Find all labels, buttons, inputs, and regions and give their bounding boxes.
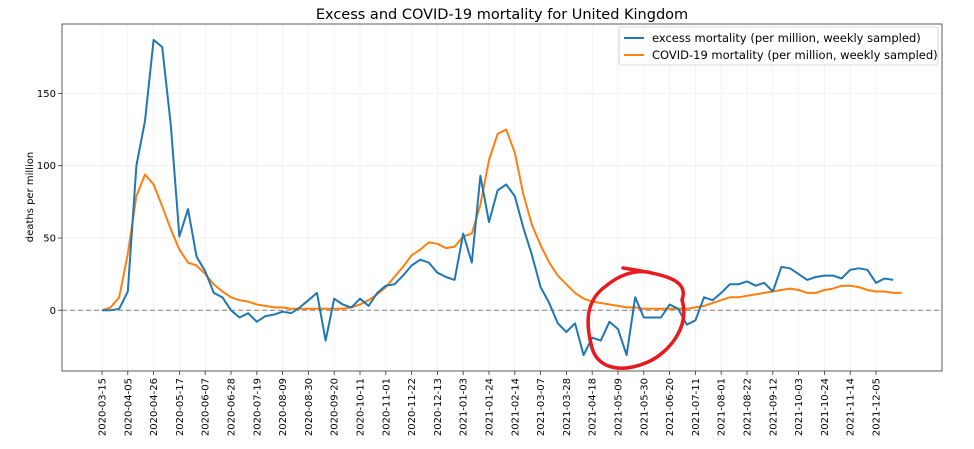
gridlines [62,24,942,371]
y-axis: 0 50 100 150 [37,89,62,317]
x-tick-label: 2020-09-20 [330,378,341,436]
x-tick-label: 2021-04-18 [588,378,599,436]
x-tick-label: 2021-06-20 [665,378,676,436]
x-tick-label: 2021-08-01 [717,378,728,436]
series-line-covid-mortality [101,128,902,312]
x-tick-label: 2021-05-30 [639,378,650,436]
x-tick-label: 2021-02-14 [510,378,521,436]
x-tick-label: 2021-07-11 [691,378,702,436]
x-tick-label: 2021-09-12 [768,378,779,436]
annotation-red-circle [586,266,686,370]
legend: excess mortality (per million, weekly sa… [618,26,939,66]
legend-box [618,26,939,66]
x-tick-label: 2020-10-11 [356,378,367,436]
x-tick-label: 2020-06-07 [201,378,212,436]
y-tick-label: 100 [37,161,56,172]
y-tick-label: 0 [50,306,56,317]
x-tick-label: 2021-03-07 [536,378,547,436]
x-tick-label: 2021-11-14 [846,378,857,436]
x-tick-label: 2020-07-19 [252,378,263,436]
x-tick-label: 2021-05-09 [614,378,625,436]
x-tick-label: 2021-10-24 [820,378,831,436]
x-tick-label: 2020-08-09 [278,378,289,436]
plot-area [61,23,943,372]
x-tick-label: 2020-12-13 [433,378,444,436]
x-tick-label: 2021-03-28 [562,378,573,436]
x-tick-label: 2020-11-01 [381,378,392,436]
series-layer [101,38,902,357]
x-tick-label: 2020-08-30 [304,378,315,436]
series-line-excess-mortality [102,38,894,357]
chart-title: Excess and COVID-19 mortality for United… [316,7,688,23]
x-tick-label: 2020-04-26 [149,378,160,436]
x-tick-label: 2021-10-03 [794,378,805,436]
x-tick-label: 2020-04-05 [123,378,134,436]
x-tick-label: 2021-01-03 [459,378,470,436]
x-tick-label: 2021-12-05 [872,378,883,436]
x-tick-label: 2021-01-24 [485,378,496,436]
x-tick-label: 2020-11-22 [407,378,418,436]
x-tick-label: 2020-03-15 [98,378,109,436]
x-tick-label: 2020-06-28 [227,378,238,436]
y-tick-label: 50 [43,233,56,244]
y-tick-label: 150 [37,89,56,100]
legend-label-excess: excess mortality (per million, weekly sa… [652,31,921,45]
legend-label-covid: COVID-19 mortality (per million, weekly … [652,48,938,62]
x-tick-label: 2020-05-17 [175,378,186,436]
y-axis-label: deaths per million [25,152,36,242]
x-axis: 2020-03-15 2020-04-05 2020-04-26 2020-05-17… [98,371,883,436]
x-tick-label: 2021-08-22 [743,378,754,436]
plot-frame [61,23,943,372]
